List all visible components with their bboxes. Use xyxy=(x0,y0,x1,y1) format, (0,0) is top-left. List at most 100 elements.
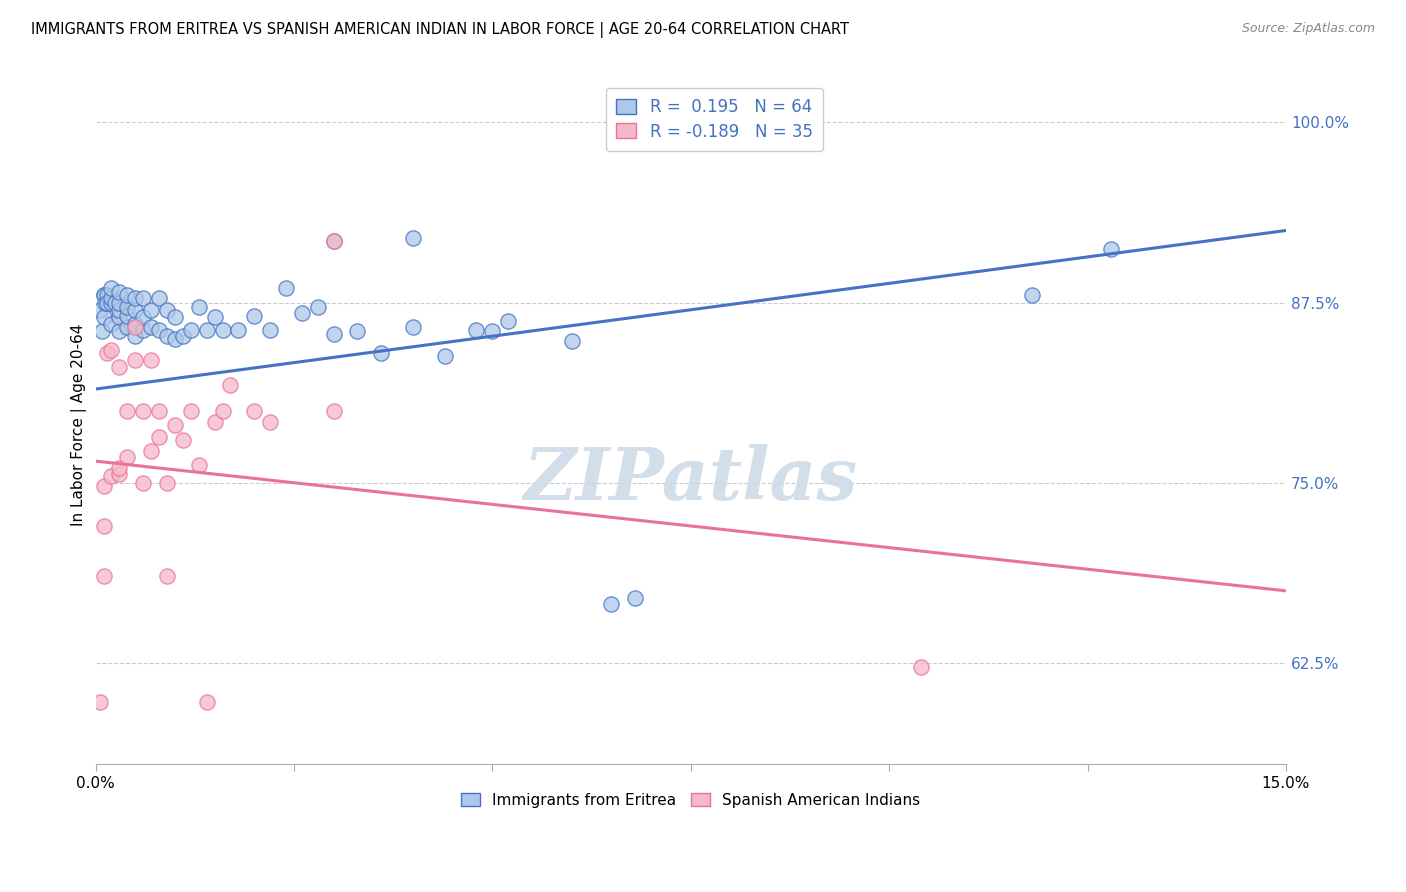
Point xyxy=(89,695,111,709)
Text: Source: ZipAtlas.com: Source: ZipAtlas.com xyxy=(1241,22,1375,36)
Point xyxy=(322,234,344,248)
Point xyxy=(108,461,131,475)
Legend: Immigrants from Eritrea, Spanish American Indians: Immigrants from Eritrea, Spanish America… xyxy=(456,787,927,814)
Point xyxy=(465,323,488,337)
Point xyxy=(195,323,218,337)
Point xyxy=(322,403,344,417)
Point xyxy=(100,317,122,331)
Point xyxy=(93,569,115,583)
Point xyxy=(204,310,226,324)
Point xyxy=(108,302,131,317)
Point xyxy=(108,285,131,300)
Point xyxy=(124,302,146,317)
Point xyxy=(624,591,647,605)
Point xyxy=(1099,242,1122,256)
Point xyxy=(100,281,122,295)
Point xyxy=(148,403,170,417)
Point xyxy=(117,450,139,464)
Point xyxy=(100,468,122,483)
Point xyxy=(132,310,155,324)
Point xyxy=(132,475,155,490)
Point xyxy=(228,323,250,337)
Y-axis label: In Labor Force | Age 20-64: In Labor Force | Age 20-64 xyxy=(72,324,87,526)
Point xyxy=(100,343,122,358)
Point xyxy=(104,295,127,310)
Point xyxy=(132,403,155,417)
Point xyxy=(108,295,131,310)
Point xyxy=(600,597,623,611)
Point xyxy=(96,346,118,360)
Point xyxy=(259,323,281,337)
Point xyxy=(93,288,115,302)
Point xyxy=(139,353,162,368)
Point xyxy=(259,415,281,429)
Point xyxy=(108,310,131,324)
Point xyxy=(124,317,146,331)
Point xyxy=(195,695,218,709)
Point xyxy=(139,444,162,458)
Point xyxy=(322,327,344,342)
Point xyxy=(148,429,170,443)
Point xyxy=(108,325,131,339)
Point xyxy=(180,403,202,417)
Point xyxy=(274,281,297,295)
Point xyxy=(117,300,139,314)
Point xyxy=(370,346,392,360)
Point xyxy=(163,418,186,433)
Point xyxy=(108,467,131,481)
Point xyxy=(139,320,162,334)
Point xyxy=(156,328,179,343)
Point xyxy=(108,360,131,375)
Point xyxy=(90,325,112,339)
Point xyxy=(187,300,209,314)
Point xyxy=(163,310,186,324)
Point xyxy=(211,403,233,417)
Point xyxy=(148,291,170,305)
Point xyxy=(156,569,179,583)
Point xyxy=(180,323,202,337)
Point xyxy=(172,328,194,343)
Point xyxy=(148,323,170,337)
Point xyxy=(243,403,266,417)
Point xyxy=(124,320,146,334)
Point xyxy=(211,323,233,337)
Point xyxy=(187,458,209,473)
Point xyxy=(117,309,139,323)
Point xyxy=(910,660,932,674)
Point xyxy=(124,353,146,368)
Text: ZIPatlas: ZIPatlas xyxy=(523,444,858,515)
Point xyxy=(291,306,314,320)
Point xyxy=(124,291,146,305)
Point xyxy=(93,519,115,533)
Point xyxy=(93,310,115,324)
Point xyxy=(156,475,179,490)
Point xyxy=(433,349,456,363)
Point xyxy=(117,288,139,302)
Point xyxy=(496,314,519,328)
Point xyxy=(94,295,117,310)
Point xyxy=(117,403,139,417)
Point xyxy=(402,230,425,244)
Point xyxy=(124,328,146,343)
Point xyxy=(93,288,115,302)
Point xyxy=(89,302,111,317)
Point xyxy=(132,323,155,337)
Point xyxy=(156,302,179,317)
Point xyxy=(100,295,122,310)
Point xyxy=(139,302,162,317)
Point xyxy=(243,309,266,323)
Point xyxy=(561,334,583,349)
Point xyxy=(204,415,226,429)
Point xyxy=(117,320,139,334)
Point xyxy=(481,325,503,339)
Point xyxy=(96,295,118,310)
Point xyxy=(96,288,118,302)
Point xyxy=(93,478,115,492)
Point xyxy=(132,291,155,305)
Point xyxy=(100,291,122,305)
Point xyxy=(219,377,242,392)
Point xyxy=(307,300,329,314)
Point xyxy=(346,325,368,339)
Text: IMMIGRANTS FROM ERITREA VS SPANISH AMERICAN INDIAN IN LABOR FORCE | AGE 20-64 CO: IMMIGRANTS FROM ERITREA VS SPANISH AMERI… xyxy=(31,22,849,38)
Point xyxy=(1021,288,1043,302)
